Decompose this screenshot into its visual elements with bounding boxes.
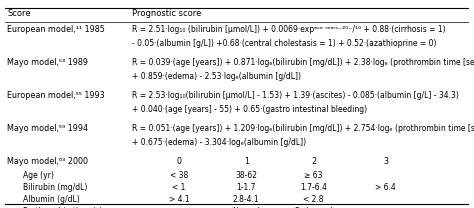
Text: 0: 0 [176,157,182,166]
Text: 1-1.7: 1-1.7 [237,183,256,192]
Text: Prolonged: Prolonged [294,207,333,208]
Text: Age (yr): Age (yr) [23,171,54,180]
Text: R = 0.039·(age [years]) + 0.871·logₑ(bilirubin [mg/dL]) + 2.38·logₑ (prothrombin: R = 0.039·(age [years]) + 0.871·logₑ(bil… [132,58,474,67]
Text: Bilirubin (mg/dL): Bilirubin (mg/dL) [23,183,88,192]
Text: ≥ 63: ≥ 63 [304,171,323,180]
Text: + 0.040·(age [years] - 55) + 0.65·(gastro intestinal bleeding): + 0.040·(age [years] - 55) + 0.65·(gastr… [132,105,368,114]
Text: < 2.8: < 2.8 [303,195,324,204]
Text: 1.7-6.4: 1.7-6.4 [300,183,327,192]
Text: R = 0.051·(age [years]) + 1.209·logₑ(bilirubin [mg/dL]) + 2.754·logₑ (prothrombi: R = 0.051·(age [years]) + 1.209·logₑ(bil… [132,124,474,132]
Text: R = 2.51·log₁₀ (bilirubin [μmol/L]) + 0.0069·expᵃᶜᵉ ʳᵉᵃʳˢ⁻²⁰⁻/¹⁰ + 0.88·(cirrhos: R = 2.51·log₁₀ (bilirubin [μmol/L]) + 0.… [132,25,446,33]
Text: - 0.05·(albumin [g/L]) +0.68·(central cholestasis = 1) + 0.52·(azathioprine = 0): - 0.05·(albumin [g/L]) +0.68·(central ch… [132,39,437,48]
Text: R = 2.53·log₁₀(bilirubin [μmol/L] - 1.53) + 1.39·(ascites) - 0.085·(albumin [g/L: R = 2.53·log₁₀(bilirubin [μmol/L] - 1.53… [132,90,459,100]
Text: European model,¹¹ 1985: European model,¹¹ 1985 [7,25,105,33]
Text: 1: 1 [244,157,249,166]
Text: Prothrombin time (s): Prothrombin time (s) [23,207,103,208]
Text: + 0.859·(edema) - 2.53·logₑ(albumin [g/dL]): + 0.859·(edema) - 2.53·logₑ(albumin [g/d… [132,72,301,81]
Text: Albumin (g/dL): Albumin (g/dL) [23,195,80,204]
Text: European model,⁵⁵ 1993: European model,⁵⁵ 1993 [7,90,105,100]
Text: 2: 2 [311,157,316,166]
Text: 2.8-4.1: 2.8-4.1 [233,195,260,204]
Text: Prognostic score: Prognostic score [132,9,202,18]
Text: > 4.1: > 4.1 [169,195,189,204]
Text: Mayo model,⁶³ 2000: Mayo model,⁶³ 2000 [7,157,88,166]
Text: < 38: < 38 [170,171,188,180]
Text: < 1: < 1 [172,183,186,192]
Text: + 0.675·(edema) - 3.304·logₑ(albumin [g/dL]): + 0.675·(edema) - 3.304·logₑ(albumin [g/… [132,138,307,147]
Text: Score: Score [7,9,31,18]
Text: Mayo model,⁵³ 1989: Mayo model,⁵³ 1989 [7,58,88,67]
Text: Normal: Normal [232,207,260,208]
Text: > 6.4: > 6.4 [375,183,396,192]
Text: 38-62: 38-62 [235,171,257,180]
Text: 3: 3 [383,157,388,166]
Text: Mayo model,⁵⁹ 1994: Mayo model,⁵⁹ 1994 [7,124,88,132]
